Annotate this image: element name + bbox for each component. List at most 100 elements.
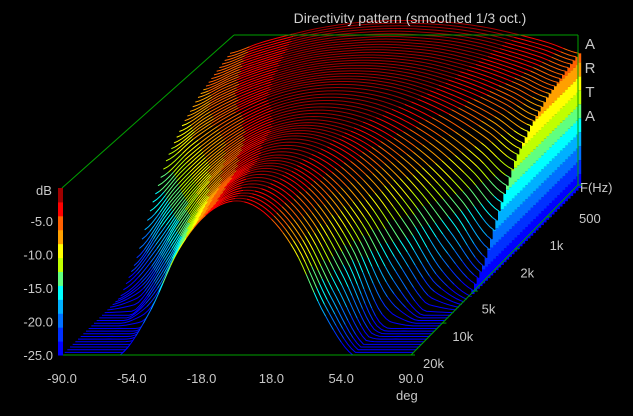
slice-line [246,177,274,181]
slice-line [187,102,211,117]
slice-line [229,46,250,54]
slice-line [278,49,477,65]
slice-line [359,313,369,329]
slice-line [171,193,184,209]
slice-line [468,187,482,204]
slice-line [163,152,184,170]
slice-line [372,319,435,332]
side-wall-segment [564,187,568,202]
slice-line [406,176,419,191]
slice-line [387,221,401,241]
slice-line [365,199,375,211]
side-wall-segment [572,81,576,96]
slice-line [197,196,210,213]
slice-line [236,81,272,96]
side-wall-segment [524,143,528,158]
slice-line [222,149,243,166]
slice-line [236,73,276,89]
slice-line [156,260,165,274]
slice-line [243,131,272,146]
slice-line [319,223,329,237]
slice-line [361,255,370,275]
slice-line [269,73,437,90]
slice-line [480,96,509,113]
side-wall-segment [527,140,531,155]
slice-line [202,195,215,211]
slice-line [440,287,465,303]
slice-line [313,180,330,197]
slice-line [160,203,170,215]
slice-line [152,226,162,240]
side-wall-segment [548,189,552,204]
slice-line [155,191,160,195]
side-wall-segment [570,181,574,196]
slice-line [223,152,240,166]
side-wall-segment [575,92,579,107]
slice-line [331,172,349,188]
side-wall-segment [535,174,539,189]
side-wall-segment [476,277,480,289]
slice-line [334,250,344,266]
slice-line [270,103,383,116]
side-wall-segment [514,223,518,238]
slice-line [254,190,283,207]
side-wall-segment [546,205,550,220]
slice-line [201,134,222,150]
slice-line [158,283,164,293]
slice-line [441,219,450,231]
slice-line [244,126,273,140]
side-wall-segment [556,167,560,182]
side-wall-segment [559,122,563,137]
side-wall-segment [570,154,574,169]
slice-line [339,304,349,321]
slice-line [320,148,345,164]
slice-line [514,77,546,93]
side-wall-segment [554,86,558,101]
slice-line [256,157,300,164]
slice-line [165,152,178,162]
y-tick-label: -5.0 [31,214,53,229]
side-wall-segment [516,165,520,180]
slice-line [362,271,371,292]
side-wall-segment [556,82,560,84]
slice-line [232,200,245,203]
side-wall-segment [516,154,520,166]
slice-line [219,58,243,69]
slice-line [208,165,225,182]
slice-line [307,257,313,267]
slice-line [194,165,211,182]
slice-line [408,197,418,209]
side-wall-segment [524,185,528,200]
side-wall-segment [572,60,576,68]
side-wall-segment [562,74,566,79]
slice-line [455,193,469,210]
slice-line [560,51,577,58]
side-wall-segment [535,188,539,203]
slice-line [412,174,426,188]
slice-line [147,213,156,221]
slice-line [367,257,373,267]
slice-line [241,109,274,126]
x-tick-label: 54.0 [329,371,354,386]
slice-line [465,230,475,245]
slice-line [342,232,352,247]
slice-line [189,100,210,112]
slice-line [442,233,455,251]
side-wall-segment [524,137,528,144]
slice-line [304,235,314,251]
slice-line [404,104,433,119]
x-tick-label: 90.0 [398,371,423,386]
slice-line [414,264,424,278]
slice-line [362,121,395,139]
side-wall-segment [575,134,579,149]
side-wall-segment [514,181,518,196]
slice-line [329,261,335,271]
slice-line [136,255,149,272]
slice-line [243,180,271,185]
slice-line [505,83,533,98]
slice-line [387,296,400,311]
slice-line [371,266,381,284]
slice-line [331,214,344,234]
slice-line [172,242,182,260]
side-wall-segment [554,169,558,184]
